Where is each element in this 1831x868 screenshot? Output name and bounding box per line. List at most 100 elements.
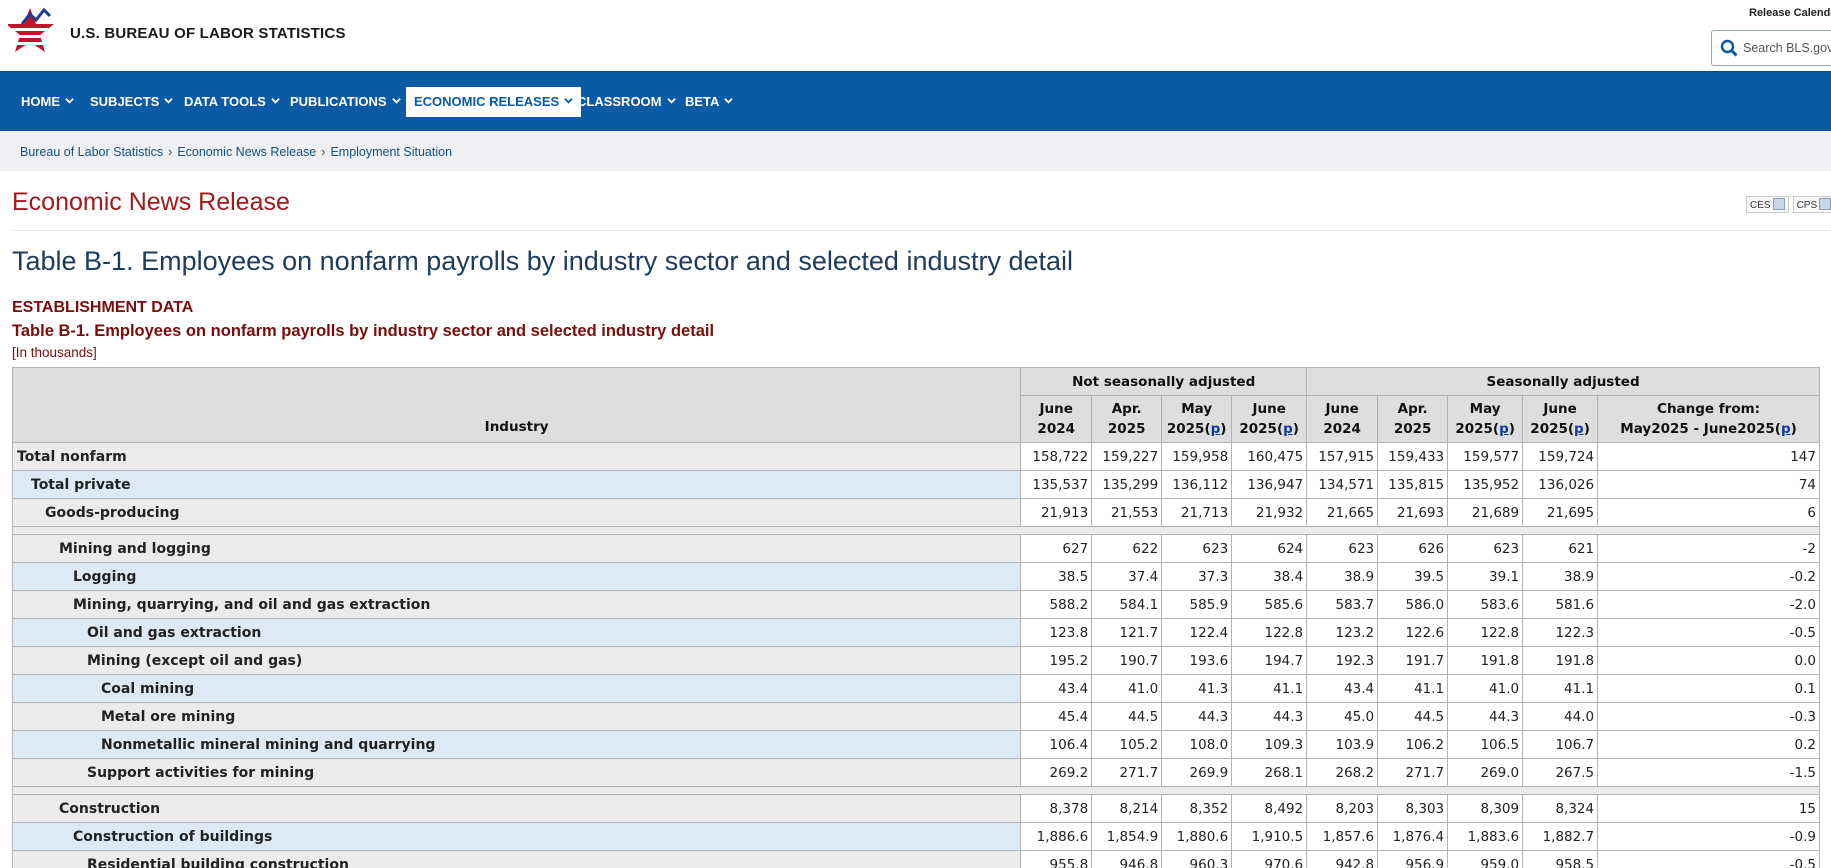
release-calendar-link[interactable]: Release Calendar (1749, 7, 1831, 19)
employment-value: 21,713 (1161, 498, 1233, 527)
column-header-month: May (1181, 401, 1213, 417)
employment-value: 8,378 (1020, 794, 1093, 823)
industry-label: Construction of buildings (11, 822, 1022, 851)
employment-value: 959.0 (1447, 850, 1524, 868)
employment-value: 135,299 (1091, 470, 1163, 499)
nav-home[interactable]: HOME (13, 87, 82, 117)
preliminary-footnote-link[interactable]: p (1780, 421, 1791, 437)
preliminary-footnote-link[interactable]: p (1574, 421, 1584, 437)
table-row: Support activities for mining 269.2 271.7 2… (11, 758, 1820, 787)
column-header-month: June (1039, 401, 1073, 417)
employment-value: 1,854.9 (1091, 822, 1163, 851)
employment-value: 159,724 (1522, 442, 1599, 471)
industry-label: Metal ore mining (11, 702, 1022, 731)
column-header-month: May (1469, 401, 1501, 417)
employment-table: Industry Not seasonally adjusted Seasona… (11, 367, 1820, 868)
breadcrumb-employment-situation[interactable]: Employment Situation (330, 145, 453, 159)
column-header-month: June (1543, 401, 1577, 417)
change-value: 147 (1597, 442, 1820, 471)
industry-label: Construction (11, 794, 1022, 823)
column-header-year-text: 2024 (1323, 421, 1361, 437)
site-header: U.S. BUREAU OF LABOR STATISTICS Release … (0, 0, 1831, 71)
data-links: CES CPS (1746, 196, 1831, 213)
employment-value: 1,886.6 (1020, 822, 1093, 851)
column-header-year: 2024 (1025, 419, 1087, 439)
employment-value: 585.6 (1231, 590, 1308, 619)
table-row: Goods-producing 21,913 21,553 21,713 21,932 2… (11, 498, 1820, 527)
employment-value: 41.1 (1231, 674, 1308, 703)
chevron-down-icon (666, 98, 676, 104)
nav-subjects[interactable]: SUBJECTS (82, 87, 181, 117)
employment-value: 623 (1447, 534, 1524, 563)
employment-value: 191.7 (1377, 646, 1449, 675)
employment-value: 38.9 (1306, 562, 1379, 591)
chevron-down-icon (564, 98, 573, 104)
employment-value: 269.9 (1161, 758, 1233, 787)
industry-label: Coal mining (11, 674, 1022, 703)
site-title[interactable]: U.S. BUREAU OF LABOR STATISTICS (70, 25, 346, 42)
industry-label: Total private (11, 470, 1022, 499)
employment-value: 45.0 (1306, 702, 1379, 731)
nav-beta[interactable]: BETA (677, 87, 741, 117)
employment-value: 159,433 (1377, 442, 1449, 471)
search-input[interactable]: Search BLS.gov (1711, 30, 1831, 66)
nav-data-tools[interactable]: DATA TOOLS (176, 87, 288, 117)
bls-star-logo-icon[interactable] (8, 6, 58, 58)
employment-value: 8,203 (1306, 794, 1379, 823)
employment-value: 44.0 (1522, 702, 1599, 731)
industry-label: Goods-producing (11, 498, 1022, 527)
nav-publications[interactable]: PUBLICATIONS (282, 87, 409, 117)
divider (12, 230, 1831, 231)
column-header-year: 2025(p) (1455, 421, 1515, 437)
nav-label: ECONOMIC RELEASES (414, 94, 560, 109)
table-title: Table B-1. Employees on nonfarm payrolls… (12, 246, 1074, 276)
nav-label: DATA TOOLS (184, 94, 266, 109)
employment-value: 106.7 (1522, 730, 1599, 759)
table-row: Mining and logging 627 622 623 624 623 626 623 6… (11, 534, 1820, 563)
column-header-month: Apr. (1397, 401, 1428, 417)
document-icon (1772, 198, 1785, 210)
employment-value: 8,324 (1522, 794, 1599, 823)
preliminary-footnote-link[interactable]: p (1283, 421, 1293, 437)
change-value: -0.5 (1597, 618, 1820, 647)
table-row: Total private 135,537 135,299 136,112 136,94… (11, 470, 1820, 499)
column-header: May 2025(p) (1447, 395, 1524, 443)
nav-economic-releases[interactable]: ECONOMIC RELEASES (406, 87, 582, 117)
employment-value: 584.1 (1091, 590, 1163, 619)
employment-value: 626 (1377, 534, 1449, 563)
column-header-month: June (1325, 401, 1359, 417)
group-header-nsa: Not seasonally adjusted (1020, 367, 1308, 396)
employment-value: 269.0 (1447, 758, 1524, 787)
change-value: 6 (1597, 498, 1820, 527)
group-header-sa: Seasonally adjusted (1306, 367, 1820, 396)
employment-value: 38.9 (1522, 562, 1599, 591)
employment-value: 159,577 (1447, 442, 1524, 471)
breadcrumb-economic-news-release[interactable]: Economic News Release (177, 145, 317, 159)
preliminary-footnote-link[interactable]: p (1499, 421, 1509, 437)
employment-value: 190.7 (1091, 646, 1163, 675)
ces-data-link[interactable]: CES (1746, 196, 1789, 213)
table-row: Mining, quarrying, and oil and gas extra… (11, 590, 1820, 619)
cps-data-link[interactable]: CPS (1792, 196, 1831, 213)
change-header-period-text: May2025 - June2025 (1620, 421, 1775, 437)
employment-value: 956.9 (1377, 850, 1449, 868)
employment-value: 1,876.4 (1377, 822, 1449, 851)
change-value: -0.9 (1597, 822, 1820, 851)
nav-classroom[interactable]: CLASSROOM (569, 87, 684, 117)
search-placeholder: Search BLS.gov (1743, 41, 1831, 55)
change-value: -0.2 (1597, 562, 1820, 591)
table-caption: Table B-1. Employees on nonfarm payrolls… (12, 322, 715, 340)
chevron-down-icon (271, 98, 280, 104)
nav-label: PUBLICATIONS (290, 94, 387, 109)
column-header: Apr. 2025 (1377, 395, 1449, 443)
employment-value: 41.0 (1447, 674, 1524, 703)
industry-label: Total nonfarm (11, 442, 1022, 471)
preliminary-footnote-link[interactable]: p (1210, 421, 1221, 437)
employment-value: 1,857.6 (1306, 822, 1379, 851)
employment-value: 1,880.6 (1161, 822, 1233, 851)
employment-value: 193.6 (1161, 646, 1233, 675)
table-row: Metal ore mining 45.4 44.5 44.3 44.3 45.0 44.5… (11, 702, 1820, 731)
employment-value: 8,352 (1161, 794, 1233, 823)
breadcrumb-bls[interactable]: Bureau of Labor Statistics (20, 145, 164, 159)
employment-value: 160,475 (1231, 442, 1308, 471)
